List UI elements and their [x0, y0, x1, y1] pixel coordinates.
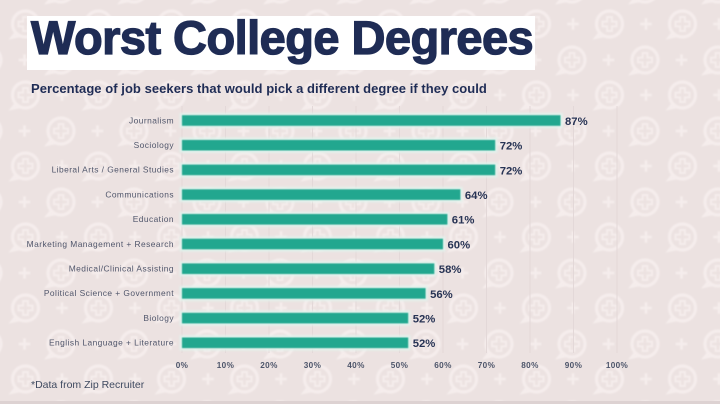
svg-text:30%: 30% — [304, 361, 322, 370]
svg-text:Sociology: Sociology — [134, 140, 175, 150]
svg-text:100%: 100% — [606, 361, 629, 370]
svg-text:Percentage of job seekers that: Percentage of job seekers that would pic… — [31, 81, 487, 96]
svg-text:58%: 58% — [439, 264, 462, 276]
svg-text:60%: 60% — [448, 239, 471, 251]
svg-text:52%: 52% — [413, 314, 436, 326]
svg-text:56%: 56% — [430, 289, 453, 301]
svg-text:40%: 40% — [347, 361, 365, 370]
svg-text:90%: 90% — [565, 361, 583, 370]
svg-text:Biology: Biology — [143, 313, 174, 323]
svg-text:Communications: Communications — [105, 189, 174, 199]
svg-text:10%: 10% — [217, 361, 235, 370]
svg-text:52%: 52% — [413, 338, 436, 350]
svg-text:20%: 20% — [260, 361, 278, 370]
svg-text:Political Science + Government: Political Science + Government — [44, 288, 174, 298]
svg-text:Education: Education — [133, 214, 174, 224]
svg-text:Liberal Arts / General Studies: Liberal Arts / General Studies — [52, 165, 174, 175]
svg-text:Marketing Management + Researc: Marketing Management + Research — [27, 239, 174, 249]
svg-text:Medical/Clinical Assisting: Medical/Clinical Assisting — [69, 264, 174, 274]
svg-text:50%: 50% — [391, 361, 409, 370]
svg-text:Journalism: Journalism — [129, 115, 174, 125]
svg-text:72%: 72% — [500, 165, 523, 177]
svg-text:61%: 61% — [452, 215, 475, 227]
svg-text:80%: 80% — [521, 361, 539, 370]
svg-text:*Data from Zip Recruiter: *Data from Zip Recruiter — [31, 379, 145, 391]
svg-text:0%: 0% — [176, 361, 189, 370]
svg-text:64%: 64% — [465, 190, 488, 202]
svg-text:Worst College Degrees: Worst College Degrees — [31, 11, 533, 64]
svg-text:87%: 87% — [565, 116, 588, 128]
svg-text:English Language + Literature: English Language + Literature — [49, 338, 174, 348]
svg-text:60%: 60% — [434, 361, 452, 370]
svg-text:72%: 72% — [500, 141, 523, 153]
svg-text:70%: 70% — [478, 361, 496, 370]
